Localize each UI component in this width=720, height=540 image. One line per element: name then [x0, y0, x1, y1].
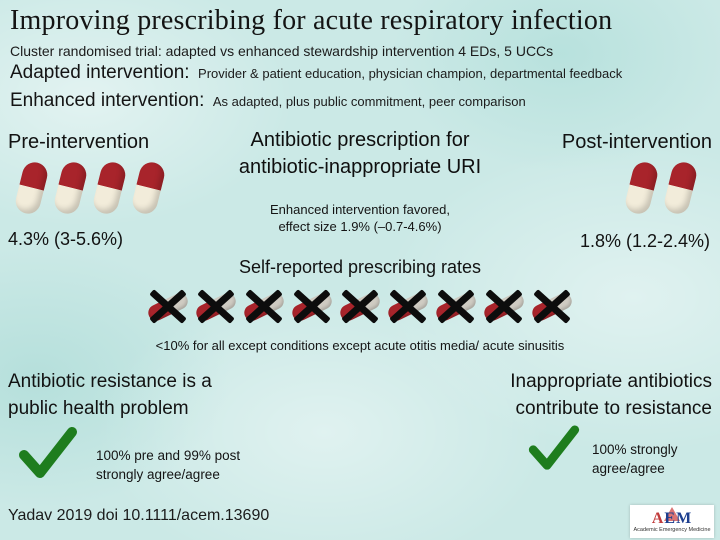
- crossed-capsule-icon: [240, 282, 288, 332]
- aem-logo-triangle-icon: [664, 507, 680, 521]
- aem-logo-caption: Academic Emergency Medicine: [633, 526, 711, 533]
- aem-journal-logo: AEM Academic Emergency Medicine: [630, 505, 714, 538]
- crossed-capsule-icon: [336, 282, 384, 332]
- crossed-pill-row: [144, 282, 576, 332]
- crossed-capsule-icon: [480, 282, 528, 332]
- crossed-capsule-icon: [192, 282, 240, 332]
- crossed-capsule-icon: [144, 282, 192, 332]
- outcome-heading-line1: Antibiotic prescription for: [250, 129, 470, 151]
- checkmark-stroke: [528, 425, 580, 470]
- outcome-heading-line2: antibiotic-inappropriate URI: [238, 156, 482, 178]
- post-intervention-heading: Post-intervention: [561, 131, 712, 153]
- pre-intervention-heading: Pre-intervention: [8, 131, 150, 153]
- aem-logo-letters: AEM: [651, 509, 693, 527]
- post-intervention-pills: [622, 159, 700, 217]
- outcome-heading: Antibiotic prescription for antibiotic-i…: [180, 127, 540, 181]
- checkmark-icon: [19, 427, 77, 478]
- capsule-icon: [623, 159, 660, 217]
- adapted-intervention-label: Adapted intervention:: [10, 62, 190, 83]
- citation: Yadav 2019 doi 10.1111/acem.13690: [8, 507, 270, 524]
- post-intervention-value: 1.8% (1.2-2.4%): [579, 231, 710, 251]
- capsule-icon: [13, 159, 50, 217]
- self-reported-note: <10% for all except conditions except ac…: [155, 338, 565, 353]
- capsule-icon: [662, 159, 699, 217]
- inappropriate-statement-line2: contribute to resistance: [515, 398, 712, 419]
- aem-logo-letter-a: A: [651, 509, 665, 527]
- enhanced-intervention-desc: As adapted, plus public commitment, peer…: [212, 94, 526, 109]
- crossed-capsule-icon: [432, 282, 480, 332]
- left-agreement-note-line1: 100% pre and 99% post: [96, 448, 241, 463]
- resistance-statement-line1: Antibiotic resistance is a: [8, 371, 212, 392]
- pre-intervention-pills: [12, 159, 168, 217]
- resistance-statement-line2: public health problem: [8, 398, 189, 419]
- resistance-statement: Antibiotic resistance is a public health…: [8, 368, 212, 422]
- crossed-capsule-icon: [288, 282, 336, 332]
- capsule-icon: [52, 159, 89, 217]
- aem-logo-letter-e: E: [664, 509, 677, 527]
- capsule-icon: [91, 159, 128, 217]
- inappropriate-statement-line1: Inappropriate antibiotics: [510, 371, 712, 392]
- adapted-intervention-desc: Provider & patient education, physician …: [198, 66, 623, 81]
- enhanced-intervention-line: Enhanced intervention: As adapted, plus …: [10, 90, 526, 112]
- crossed-capsule-icon: [528, 282, 576, 332]
- self-reported-heading: Self-reported prescribing rates: [238, 257, 482, 277]
- study-subtitle: Cluster randomised trial: adapted vs enh…: [10, 43, 554, 59]
- effect-size-note-line2: effect size 1.9% (–0.7-4.6%): [278, 219, 442, 234]
- effect-size-note: Enhanced intervention favored, effect si…: [210, 201, 510, 235]
- checkmark-stroke: [19, 427, 77, 478]
- page-title: Improving prescribing for acute respirat…: [10, 5, 613, 36]
- right-agreement-note: 100% strongly agree/agree: [592, 440, 678, 478]
- adapted-intervention-line: Adapted intervention: Provider & patient…: [10, 62, 622, 84]
- right-agreement-note-line1: 100% strongly: [592, 442, 678, 457]
- left-agreement-note-line2: strongly agree/agree: [96, 467, 220, 482]
- aem-logo-letter-m: M: [676, 509, 693, 527]
- crossed-capsule-icon: [384, 282, 432, 332]
- pre-intervention-value: 4.3% (3-5.6%): [8, 229, 124, 249]
- capsule-icon: [130, 159, 167, 217]
- inappropriate-statement: Inappropriate antibiotics contribute to …: [510, 368, 712, 422]
- effect-size-note-line1: Enhanced intervention favored,: [270, 202, 450, 217]
- right-agreement-note-line2: agree/agree: [592, 461, 665, 476]
- checkmark-icon: [528, 425, 580, 470]
- enhanced-intervention-label: Enhanced intervention:: [10, 90, 205, 111]
- left-agreement-note: 100% pre and 99% post strongly agree/agr…: [96, 446, 240, 484]
